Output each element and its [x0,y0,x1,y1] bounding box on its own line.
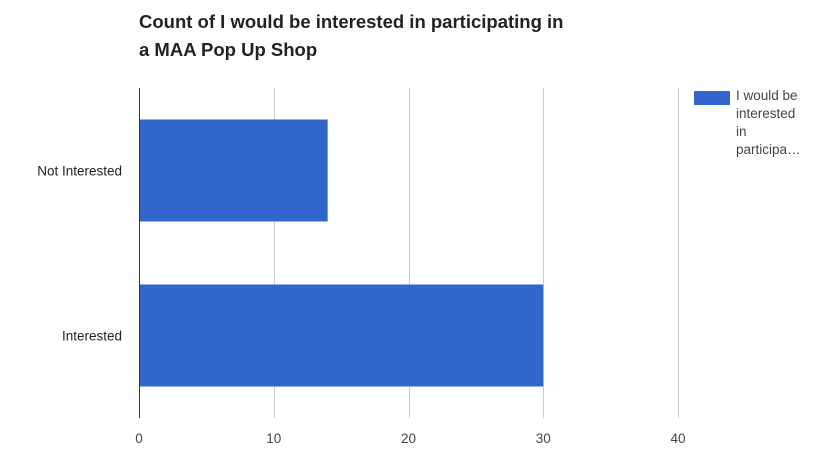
bar[interactable] [139,284,544,387]
chart-title: Count of I would be interested in partic… [139,8,699,64]
chart-title-line-1: Count of I would be interested in partic… [139,11,564,32]
chart-title-line-2: a MAA Pop Up Shop [139,39,318,60]
legend-label-line-1: I would be [736,88,798,103]
legend-label: I would be interested in participa… [736,87,818,159]
legend-swatch [694,91,730,105]
legend-label-line-4: participa… [736,142,801,157]
legend-label-line-3: in [736,124,747,139]
x-tick-label: 0 [135,431,143,446]
y-category-label: Not Interested [37,164,122,179]
x-tick-label: 20 [401,431,416,446]
x-tick-label: 10 [266,431,281,446]
x-tick-label: 40 [670,431,685,446]
y-category-label: Interested [62,329,122,344]
bar[interactable] [139,119,328,222]
x-tick-label: 30 [536,431,551,446]
legend-label-line-2: interested [736,106,796,121]
